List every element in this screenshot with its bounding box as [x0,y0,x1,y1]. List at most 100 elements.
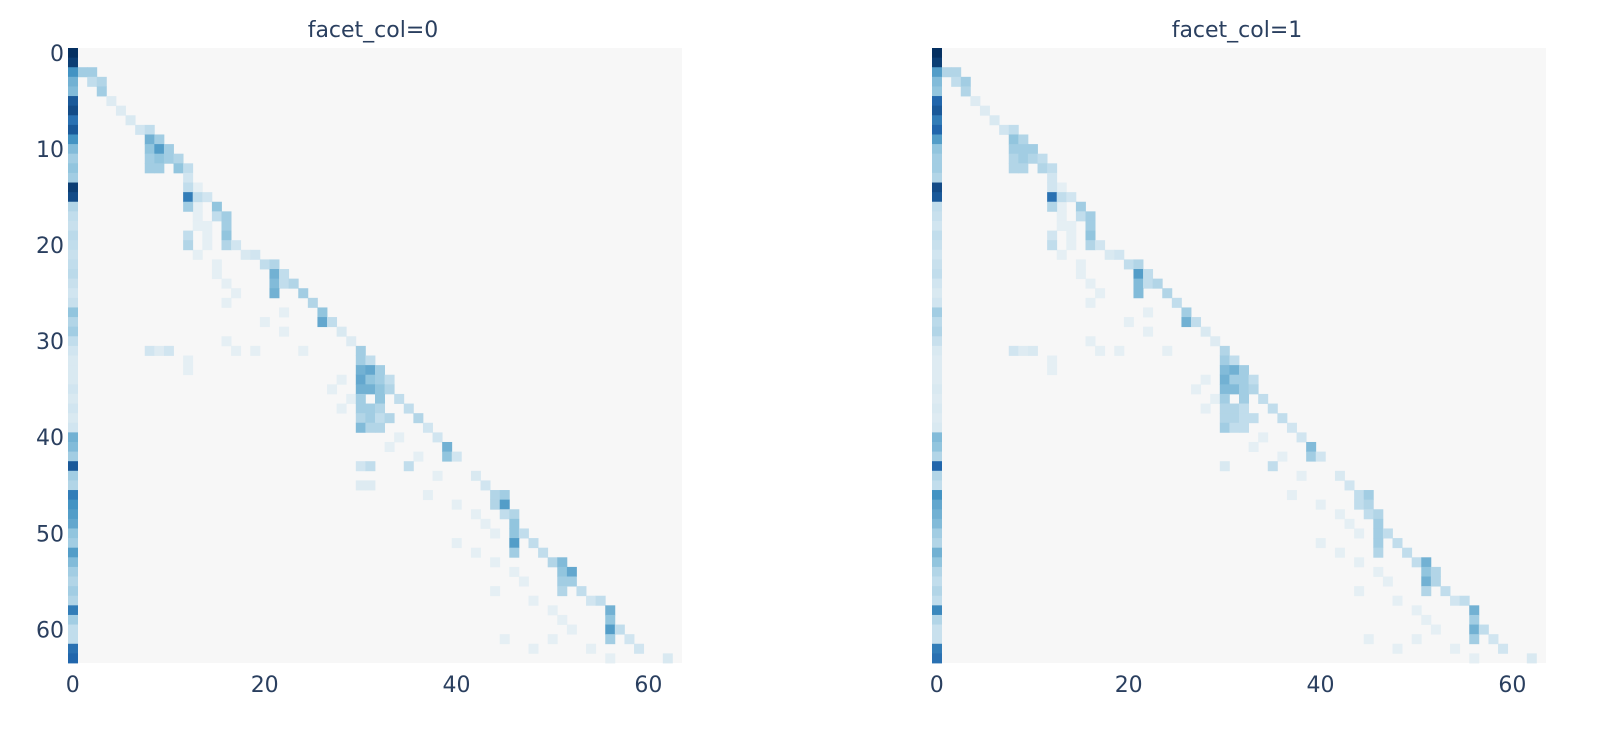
heatmap-cell [1373,518,1384,529]
heatmap-cell [932,365,942,376]
heatmap-cell [384,413,395,424]
heatmap-cell [576,586,587,597]
heatmap-cell [1296,432,1307,443]
heatmap-cell [1229,384,1240,395]
heatmap-cell [68,557,78,568]
heatmap-cell [932,297,942,308]
heatmap-cell [634,643,645,654]
facet-panel-1: facet_col=1 0 20 40 60 [930,18,1546,698]
heatmap-cell [960,76,971,87]
heatmap-cell [422,422,433,433]
heatmap-cell [932,317,942,328]
heatmap-cell [279,326,290,337]
heatmap-cell [68,586,78,597]
heatmap-cell [68,230,78,241]
heatmap-cell [183,201,194,212]
heatmap-cell [68,67,78,78]
heatmap-cell [1363,490,1374,501]
heatmap-cell [1085,220,1096,231]
x-tick-label: 40 [443,673,471,698]
heatmap-cell [566,624,577,635]
heatmap-cell [68,422,78,433]
heatmap-cell [1239,384,1249,395]
heatmap-cell [68,297,78,308]
heatmap-cell [1123,317,1134,328]
heatmap-cell [96,76,107,87]
heatmap-cell [1440,586,1451,597]
heatmap-cell [1191,384,1202,395]
y-tick-label: 40 [36,426,64,451]
heatmap-cell [355,413,366,424]
heatmap-cell [1075,211,1086,222]
heatmap-cell [394,432,405,443]
heatmap-cell [1219,384,1230,395]
heatmap-cell [68,48,78,59]
heatmap-cell [355,403,366,414]
heatmap-cell [68,547,78,558]
heatmap-cell [68,269,78,280]
heatmap-cell [269,269,280,280]
heatmap-cell [1363,499,1374,510]
heatmap-cell [1373,547,1384,558]
heatmap-cell [1066,192,1077,203]
heatmap-cell [154,134,165,145]
heatmap-cell [1095,288,1106,299]
heatmap-cell [932,557,942,568]
x-axis-ticks-1: 0 20 40 60 [930,673,1527,698]
heatmap-cell [68,441,78,452]
heatmap-cell [1008,124,1019,135]
heatmap-cell [68,163,78,174]
heatmap-cell [1248,413,1259,424]
heatmap-cell [490,499,501,510]
heatmap-cell [1056,201,1067,212]
heatmap-cell [1421,566,1432,577]
heatmap-cell [1354,490,1365,501]
heatmap-cell [1219,461,1230,472]
heatmap-cell [68,317,78,328]
x-axis-ticks-0: 0 20 40 60 [66,673,663,698]
heatmap-cell [1095,240,1106,251]
heatmap-cell [932,96,942,107]
heatmap-cell [1229,374,1240,385]
heatmap-cell [68,240,78,251]
heatmap-cell [932,172,942,183]
heatmap-cell [1047,201,1058,212]
heatmap-cell [365,384,376,395]
heatmap-cell [518,528,529,539]
heatmap-cell [259,317,270,328]
heatmap-cell [509,566,520,577]
x-tick-label: 20 [1115,673,1143,698]
heatmap-cell [605,653,616,664]
heatmap-cell [1469,634,1480,645]
heatmap-cell [68,653,78,664]
heatmap-cell [1248,374,1259,385]
heatmap-cell [1219,422,1230,433]
heatmap-cell [1421,557,1432,568]
heatmap-cell [1008,144,1019,155]
heatmap-cell [605,614,616,625]
heatmap-cell [68,403,78,414]
heatmap-cell [68,480,78,491]
heatmap-cell [1315,538,1326,549]
heatmap-cell [1277,413,1288,424]
heatmap-cell [1344,480,1355,491]
heatmap-cell [259,259,270,270]
heatmap-cell [202,220,213,231]
heatmap-cell [192,211,203,222]
heatmap-cell [173,163,184,174]
heatmap-cell [68,336,78,347]
heatmap-cell [932,269,942,280]
heatmap-cell [1047,182,1058,193]
heatmap-cell [1018,345,1029,356]
heatmap-cell [932,201,942,212]
heatmap-cell [68,307,78,318]
heatmap-cell [68,490,78,501]
heatmap-cell [144,134,155,145]
heatmap-cell [932,374,942,385]
heatmap-cell [1421,614,1432,625]
heatmap-cell [999,124,1010,135]
heatmap-cell [250,249,261,260]
heatmap-cell [960,86,971,97]
heatmap-cell [1066,240,1077,251]
heatmap-cell [932,153,942,164]
